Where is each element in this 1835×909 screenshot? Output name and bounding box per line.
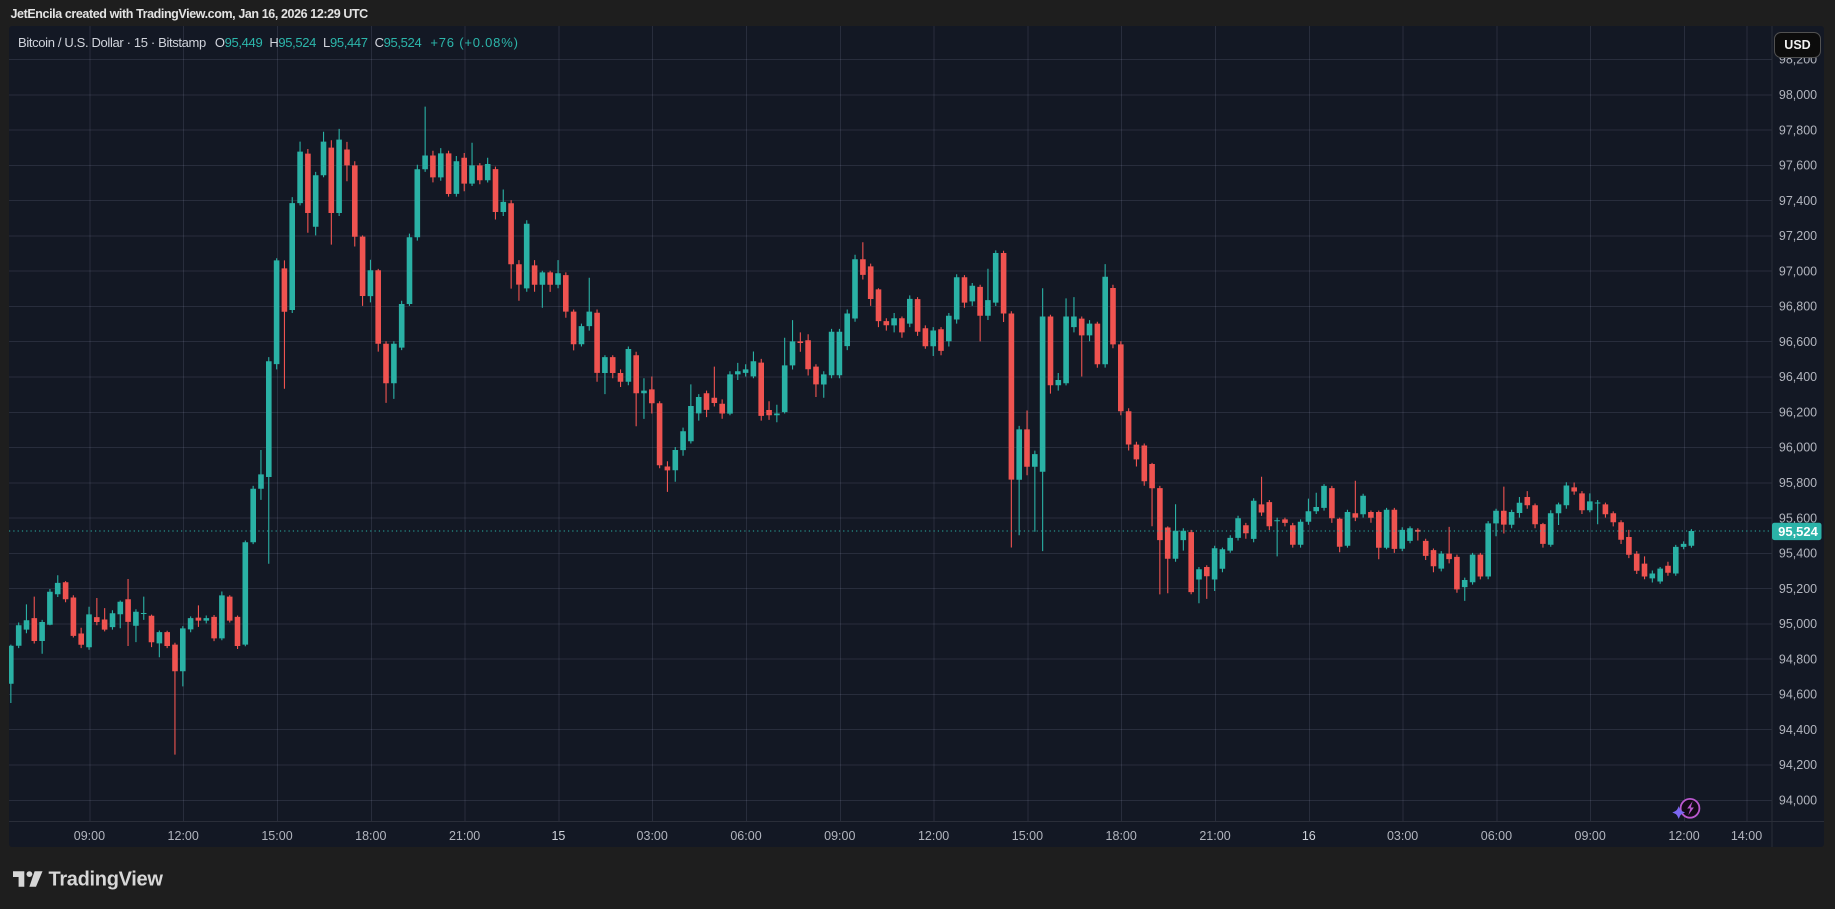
- svg-text:95,524: 95,524: [1778, 524, 1819, 539]
- svg-text:95,000: 95,000: [1779, 617, 1817, 631]
- svg-text:97,400: 97,400: [1779, 194, 1817, 208]
- svg-text:09:00: 09:00: [824, 829, 855, 843]
- svg-text:97,200: 97,200: [1779, 229, 1817, 243]
- svg-text:12:00: 12:00: [918, 829, 949, 843]
- svg-text:09:00: 09:00: [1575, 829, 1606, 843]
- svg-text:18:00: 18:00: [355, 829, 386, 843]
- svg-text:94,200: 94,200: [1779, 758, 1817, 772]
- svg-text:12:00: 12:00: [1668, 829, 1699, 843]
- svg-text:94,600: 94,600: [1779, 688, 1817, 702]
- svg-text:09:00: 09:00: [74, 829, 105, 843]
- svg-text:96,600: 96,600: [1779, 335, 1817, 349]
- svg-text:94,000: 94,000: [1779, 794, 1817, 808]
- svg-text:95,400: 95,400: [1779, 547, 1817, 561]
- svg-text:TradingView: TradingView: [49, 868, 164, 890]
- svg-text:03:00: 03:00: [1387, 829, 1418, 843]
- svg-text:96,000: 96,000: [1779, 441, 1817, 455]
- svg-text:95,200: 95,200: [1779, 582, 1817, 596]
- svg-text:06:00: 06:00: [730, 829, 761, 843]
- svg-text:97,800: 97,800: [1779, 123, 1817, 137]
- svg-text:12:00: 12:00: [168, 829, 199, 843]
- svg-text:94,800: 94,800: [1779, 652, 1817, 666]
- svg-text:97,000: 97,000: [1779, 264, 1817, 278]
- svg-text:15:00: 15:00: [261, 829, 292, 843]
- svg-text:03:00: 03:00: [637, 829, 668, 843]
- svg-text:21:00: 21:00: [449, 829, 480, 843]
- svg-text:06:00: 06:00: [1481, 829, 1512, 843]
- svg-text:94,400: 94,400: [1779, 723, 1817, 737]
- svg-text:95,800: 95,800: [1779, 476, 1817, 490]
- svg-text:15:00: 15:00: [1012, 829, 1043, 843]
- svg-text:96,200: 96,200: [1779, 406, 1817, 420]
- svg-text:96,800: 96,800: [1779, 300, 1817, 314]
- svg-text:97,600: 97,600: [1779, 159, 1817, 173]
- svg-text:18:00: 18:00: [1106, 829, 1137, 843]
- svg-text:14:00: 14:00: [1731, 829, 1762, 843]
- svg-text:95,600: 95,600: [1779, 511, 1817, 525]
- svg-text:96,400: 96,400: [1779, 370, 1817, 384]
- svg-text:15: 15: [551, 829, 565, 843]
- svg-text:21:00: 21:00: [1199, 829, 1230, 843]
- svg-text:16: 16: [1302, 829, 1316, 843]
- svg-text:98,000: 98,000: [1779, 88, 1817, 102]
